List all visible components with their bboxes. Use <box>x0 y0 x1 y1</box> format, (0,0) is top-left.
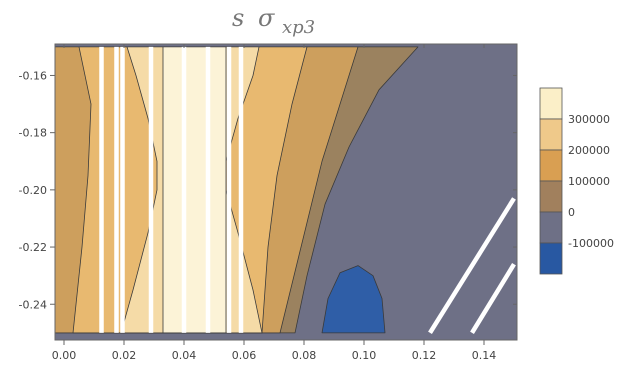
y-tick-label: -0.20 <box>19 184 47 197</box>
legend-swatch <box>540 119 562 150</box>
y-tick-label: -0.24 <box>19 298 47 311</box>
legend-swatch <box>540 181 562 212</box>
title-sigma: σ <box>258 4 275 32</box>
x-tick-label: 0.10 <box>352 349 377 362</box>
x-tick-label: 0.02 <box>112 349 137 362</box>
x-tick-label: 0.12 <box>412 349 437 362</box>
svg-text:s σ xp3: s σ xp3 <box>232 4 315 38</box>
legend-label: 0 <box>568 206 575 219</box>
legend-label: 300000 <box>568 113 610 126</box>
chart-title: s σ xp3 <box>232 4 315 38</box>
legend-label: 200000 <box>568 144 610 157</box>
legend-label: -100000 <box>568 237 614 250</box>
contour-band-level-3 <box>163 47 226 333</box>
legend-swatch <box>540 150 562 181</box>
x-tick-label: 0.06 <box>232 349 257 362</box>
title-subscript: xp3 <box>282 17 315 38</box>
x-tick-label: 0.00 <box>52 349 77 362</box>
legend-label: 100000 <box>568 175 610 188</box>
y-tick-label: -0.18 <box>19 127 47 140</box>
y-tick-label: -0.16 <box>19 69 47 82</box>
legend-swatch <box>540 243 562 274</box>
x-tick-label: 0.14 <box>472 349 497 362</box>
y-tick-label: -0.22 <box>19 241 47 254</box>
x-tick-label: 0.04 <box>172 349 197 362</box>
x-tick-label: 0.08 <box>292 349 317 362</box>
legend-swatch <box>540 212 562 243</box>
legend-swatch <box>540 88 562 119</box>
title-s: s <box>232 4 244 32</box>
legend: 300000 200000 100000 0 -100000 <box>540 88 614 274</box>
